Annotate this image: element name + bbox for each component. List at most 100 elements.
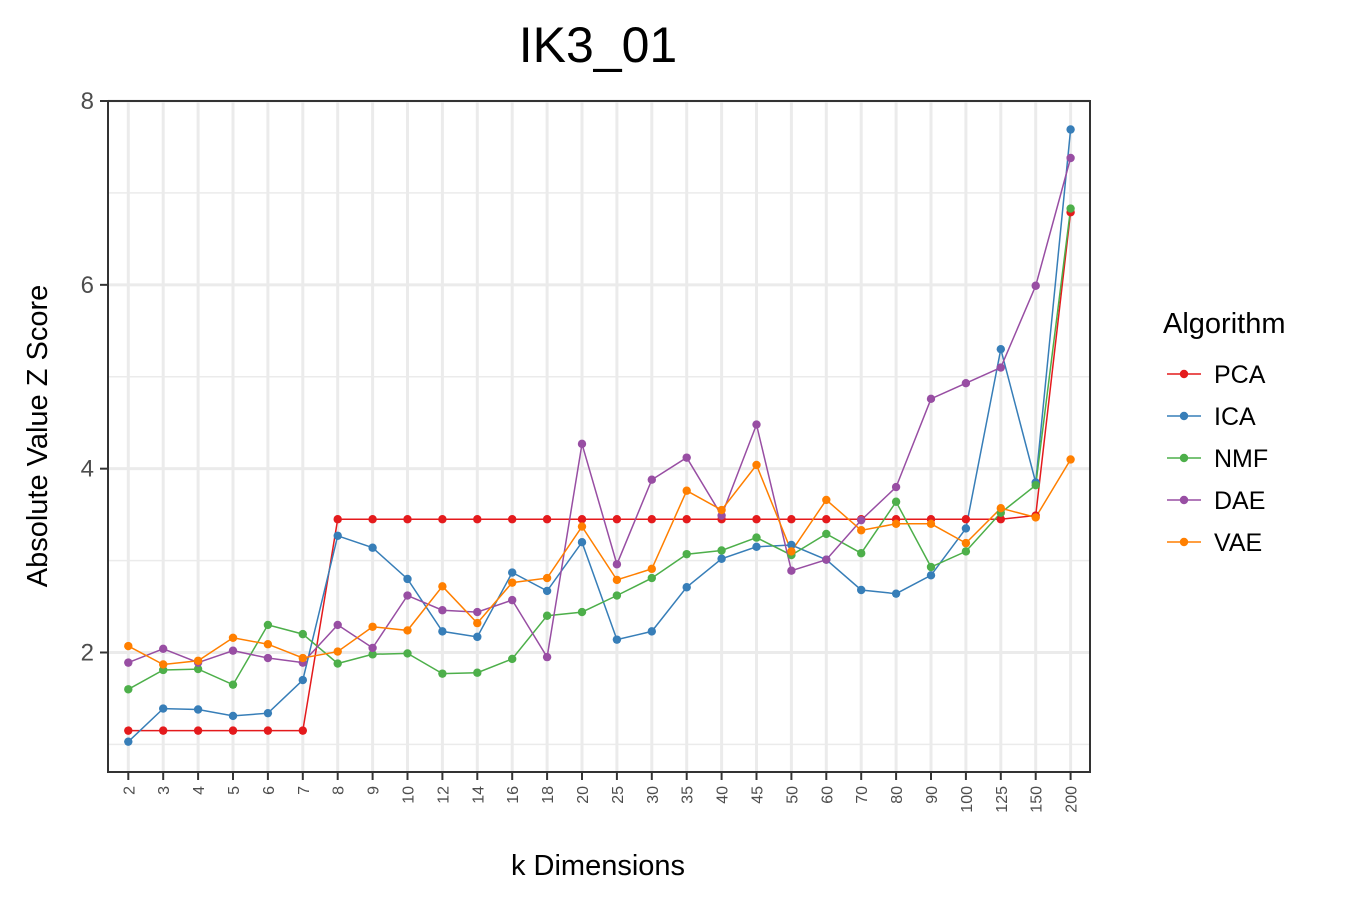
data-point-pca	[228, 726, 238, 735]
data-point-vae	[368, 622, 377, 631]
data-point-nmf	[298, 629, 307, 639]
data-point-ica	[577, 538, 587, 547]
x-tick-label: 16	[505, 786, 522, 804]
data-point-vae	[508, 578, 517, 587]
data-point-nmf	[473, 668, 482, 677]
legend-key-point	[1179, 495, 1189, 505]
data-point-ica	[752, 542, 761, 552]
data-point-ica	[717, 554, 726, 563]
legend-label-dae: DAE	[1214, 487, 1265, 515]
legend-label-pca: PCA	[1214, 361, 1266, 389]
data-point-ica	[193, 705, 203, 714]
data-point-pca	[159, 726, 168, 735]
data-point-vae	[228, 633, 238, 642]
x-tick-label: 18	[540, 786, 557, 804]
data-point-ica	[298, 675, 307, 685]
data-point-ica	[333, 531, 342, 540]
data-point-vae	[787, 547, 796, 556]
data-point-ica	[542, 586, 552, 596]
data-point-vae	[577, 522, 587, 531]
data-point-nmf	[193, 664, 203, 674]
legend-key-point	[1179, 537, 1189, 547]
data-point-dae	[577, 439, 587, 449]
data-point-ica	[403, 574, 412, 584]
data-point-nmf	[822, 529, 831, 539]
x-tick-label: 60	[819, 786, 836, 804]
data-point-pca	[473, 515, 482, 524]
data-point-dae	[1066, 153, 1075, 163]
data-point-ica	[926, 571, 936, 580]
data-point-nmf	[263, 620, 273, 630]
data-point-vae	[333, 647, 342, 656]
x-tick-label: 4	[191, 786, 208, 795]
x-tick-label: 40	[715, 786, 732, 804]
legend-title: Algorithm	[1163, 308, 1286, 340]
y-tick-label: 6	[81, 272, 94, 299]
x-tick-label: 200	[1064, 786, 1081, 813]
data-point-dae	[368, 643, 377, 653]
data-point-dae	[228, 646, 238, 655]
data-point-pca	[752, 515, 761, 524]
data-point-nmf	[682, 549, 691, 559]
data-point-vae	[473, 618, 482, 628]
gridlines	[108, 99, 1090, 772]
data-point-nmf	[612, 591, 622, 600]
data-point-nmf	[857, 549, 866, 558]
data-point-vae	[717, 505, 726, 515]
data-point-pca	[787, 515, 796, 524]
data-point-vae	[682, 486, 691, 495]
x-tick-label: 50	[784, 786, 801, 804]
data-point-nmf	[577, 607, 587, 617]
legend-key-point	[1179, 369, 1189, 379]
data-point-dae	[403, 591, 412, 600]
data-point-pca	[961, 515, 971, 524]
data-point-nmf	[1066, 204, 1075, 213]
series-layer	[124, 125, 1075, 746]
x-tick-label: 80	[889, 786, 906, 804]
data-point-ica	[961, 524, 971, 533]
data-point-nmf	[403, 649, 412, 658]
x-tick-label: 20	[575, 786, 592, 804]
x-tick-label: 6	[261, 786, 278, 795]
data-point-nmf	[961, 547, 971, 556]
data-point-ica	[1066, 125, 1075, 134]
x-tick-label: 150	[1029, 786, 1046, 813]
x-axis-title: k Dimensions	[511, 850, 685, 882]
legend-key-point	[1179, 453, 1189, 463]
data-point-pca	[438, 515, 447, 524]
data-point-dae	[542, 652, 552, 662]
x-tick-label: 90	[924, 786, 941, 804]
data-point-dae	[124, 658, 133, 667]
series-line-vae	[127, 459, 1072, 666]
data-point-ica	[647, 627, 656, 636]
data-point-vae	[403, 626, 412, 635]
data-point-vae	[542, 573, 552, 583]
data-point-vae	[647, 564, 656, 574]
data-point-ica	[857, 585, 866, 595]
data-point-vae	[891, 519, 901, 529]
data-point-ica	[787, 540, 796, 550]
data-point-ica	[368, 543, 377, 552]
data-point-vae	[961, 538, 971, 548]
x-tick-label: 2	[121, 786, 138, 795]
y-axis-title: Absolute Value Z Score	[22, 285, 54, 588]
x-tick-label: 125	[994, 786, 1011, 813]
data-point-dae	[438, 606, 447, 615]
data-point-nmf	[891, 497, 901, 506]
data-point-dae	[159, 644, 168, 654]
data-point-nmf	[228, 680, 238, 689]
x-tick-label: 3	[156, 786, 173, 795]
data-point-vae	[996, 503, 1005, 513]
data-point-ica	[508, 568, 517, 577]
data-point-pca	[368, 515, 377, 524]
x-tick-label: 30	[645, 786, 662, 804]
data-point-nmf	[438, 669, 447, 678]
data-point-ica	[612, 635, 622, 644]
data-point-dae	[822, 555, 831, 564]
data-point-nmf	[647, 573, 656, 583]
legend-label-nmf: NMF	[1214, 445, 1268, 473]
x-tick-label: 7	[296, 786, 313, 795]
x-tick-label: 5	[226, 786, 243, 795]
